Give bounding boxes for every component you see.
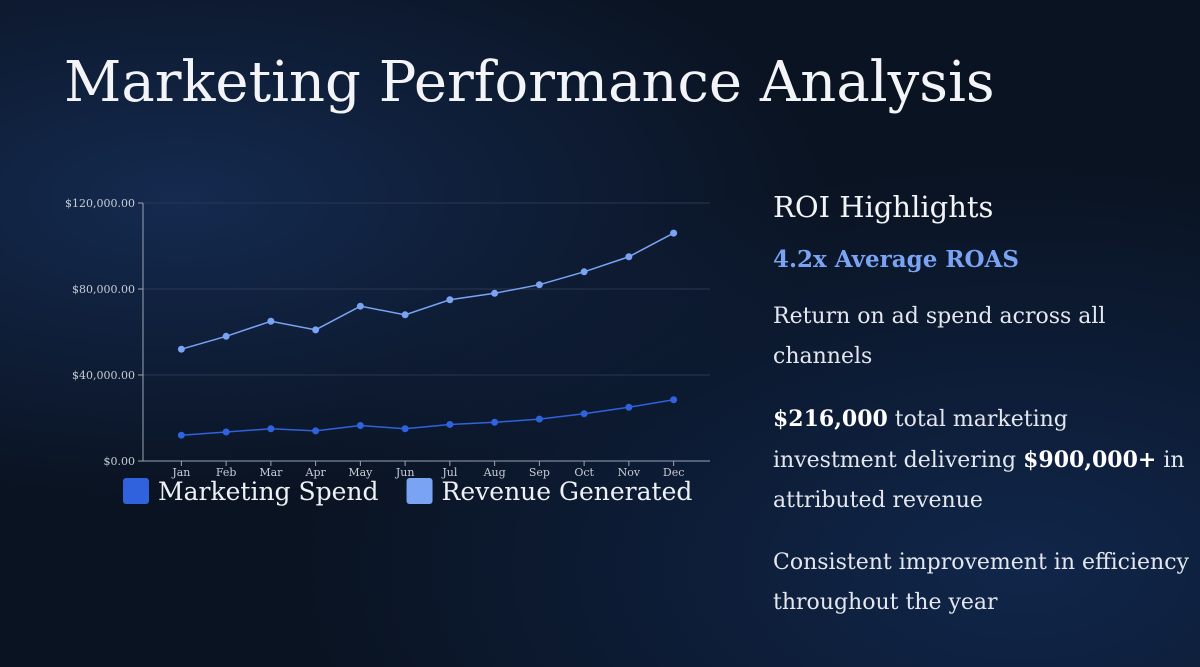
highlight-text: Return on ad spend across all channels <box>773 304 1106 369</box>
data-point <box>177 345 185 353</box>
data-point <box>580 268 588 276</box>
legend-label: Marketing Spend <box>158 477 379 506</box>
data-point <box>535 415 543 423</box>
data-point <box>670 396 678 404</box>
highlight-metric: 4.2x Average ROAS <box>773 246 1019 273</box>
highlight-point: $216,000 total marketing investment deli… <box>773 399 1193 521</box>
x-tick-label: Sep <box>529 466 550 479</box>
x-tick-label: Mar <box>259 466 283 479</box>
y-tick-label: $120,000.00 <box>65 197 135 210</box>
x-tick-label: Apr <box>305 466 327 479</box>
x-tick-label: Oct <box>574 466 594 479</box>
highlight-text: total marketing investment delivering <box>773 407 1068 473</box>
data-point <box>177 431 185 439</box>
data-point <box>267 425 275 433</box>
highlight-strong: $216,000 <box>773 406 888 432</box>
data-point <box>267 317 275 325</box>
series-line <box>181 398 674 436</box>
data-point <box>446 296 454 304</box>
highlights-heading: ROI Highlights <box>773 190 994 224</box>
slide-title: Marketing Performance Analysis <box>64 50 995 115</box>
highlight-strong: $900,000+ <box>1023 447 1157 473</box>
data-point <box>580 410 588 418</box>
data-point <box>312 427 320 435</box>
data-point <box>625 253 633 261</box>
data-point <box>222 428 230 436</box>
highlight-text: in attributed revenue <box>773 448 1185 513</box>
highlights: ROI Highlights 4.2x Average ROAS Return … <box>773 190 1193 645</box>
x-tick-label: Feb <box>216 466 237 479</box>
data-point <box>491 418 499 426</box>
highlight-point: Consistent improvement in efficiency thr… <box>773 543 1193 623</box>
x-tick-label: Jan <box>171 466 190 479</box>
data-point <box>312 326 320 334</box>
data-point <box>446 420 454 428</box>
legend-swatch <box>123 478 149 504</box>
highlight-point: Return on ad spend across all channels <box>773 297 1193 377</box>
data-point <box>222 332 230 340</box>
data-point <box>356 302 364 310</box>
x-tick-label: Dec <box>663 466 685 479</box>
x-tick-label: Nov <box>618 466 641 479</box>
legend-swatch <box>406 478 433 504</box>
y-tick-label: $80,000.00 <box>72 283 135 296</box>
x-tick-label: Jul <box>441 466 457 479</box>
highlight-text: Consistent improvement in efficiency thr… <box>773 550 1189 615</box>
chart: $0.00 $40,000.00 $80,000.00 $120,000.00 Jan F… <box>65 197 710 506</box>
x-tick-label: May <box>348 466 373 479</box>
data-point <box>491 289 499 297</box>
data-point <box>625 403 633 411</box>
series-line <box>181 232 674 350</box>
data-point <box>401 311 409 319</box>
data-point <box>535 281 543 289</box>
data-point <box>401 425 409 433</box>
x-tick-label: Aug <box>483 466 506 479</box>
x-tick-label: Jun <box>395 466 415 479</box>
data-point <box>356 422 364 430</box>
data-point <box>670 229 678 237</box>
y-tick-label: $0.00 <box>104 455 136 468</box>
legend-label: Revenue Generated <box>442 477 693 506</box>
y-tick-label: $40,000.00 <box>72 369 135 382</box>
